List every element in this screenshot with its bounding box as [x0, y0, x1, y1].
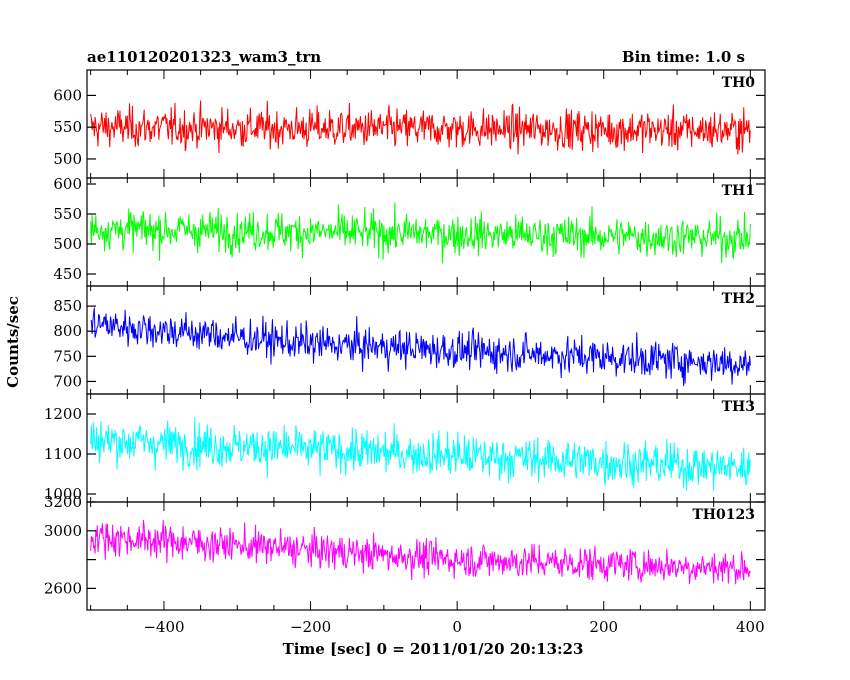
panel-th1: 450 500 550 600 TH1 — [53, 175, 766, 287]
y-tick-label: 500 — [53, 150, 82, 168]
panel-frame — [86, 285, 766, 395]
y-tick-label: 1200 — [44, 405, 82, 423]
series-line-th1 — [90, 202, 751, 264]
series-line-th2 — [90, 307, 751, 387]
y-tick-label: 600 — [53, 175, 82, 193]
x-axis: −400 −200 0 200 400 — [143, 618, 764, 636]
panel-frame — [86, 501, 766, 611]
y-tick-label: 700 — [53, 372, 82, 390]
y-axis-label: Counts/sec — [4, 296, 22, 388]
panel-th2: 700 750 800 850 TH2 — [53, 285, 766, 395]
y-tick-label: 550 — [53, 118, 82, 136]
y-tick-label: 3000 — [44, 522, 82, 540]
y-tick-label: 750 — [53, 347, 82, 365]
y-tick-label: 1000 — [44, 485, 82, 503]
y-tick-label: 1100 — [44, 445, 82, 463]
panel-th0: 500 550 600 TH0 — [53, 69, 766, 179]
y-tick-label: 3200 — [44, 493, 82, 511]
panel-label-th2: TH2 — [722, 291, 755, 307]
panel-frame — [86, 393, 766, 503]
series-line-th0 — [90, 100, 751, 155]
x-tick-label: 400 — [736, 618, 765, 636]
chart-title: ae110120201323_wam3_trn — [87, 48, 321, 66]
panel-label-th0123: TH0123 — [692, 507, 755, 523]
x-tick-label: −200 — [290, 618, 331, 636]
y-tick-label: 450 — [53, 265, 82, 283]
panel-th0123: 2600 3000 3200 TH0123 — [44, 493, 766, 611]
panel-label-th1: TH1 — [722, 183, 755, 199]
y-tick-label: 550 — [53, 205, 82, 223]
panel-label-th0: TH0 — [722, 75, 756, 91]
x-tick-label: 200 — [589, 618, 618, 636]
bin-time-label: Bin time: 1.0 s — [622, 48, 745, 66]
series-line-th3 — [90, 417, 751, 491]
series-line-th0123 — [90, 520, 751, 585]
panel-label-th3: TH3 — [722, 399, 755, 415]
y-tick-label: 600 — [53, 86, 82, 104]
x-tick-label: 0 — [452, 618, 462, 636]
y-tick-label: 500 — [53, 235, 82, 253]
x-axis-label: Time [sec] 0 = 2011/01/20 20:13:23 — [283, 640, 584, 658]
y-tick-label: 2600 — [44, 579, 82, 597]
y-tick-label: 800 — [53, 322, 82, 340]
panels: 500 550 600 TH0 450 500 550 600 TH1 700 750 800 850 T… — [44, 69, 766, 611]
y-tick-label: 850 — [53, 297, 82, 315]
panel-th3: 1000 1100 1200 TH3 — [44, 393, 766, 503]
x-tick-label: −400 — [143, 618, 184, 636]
